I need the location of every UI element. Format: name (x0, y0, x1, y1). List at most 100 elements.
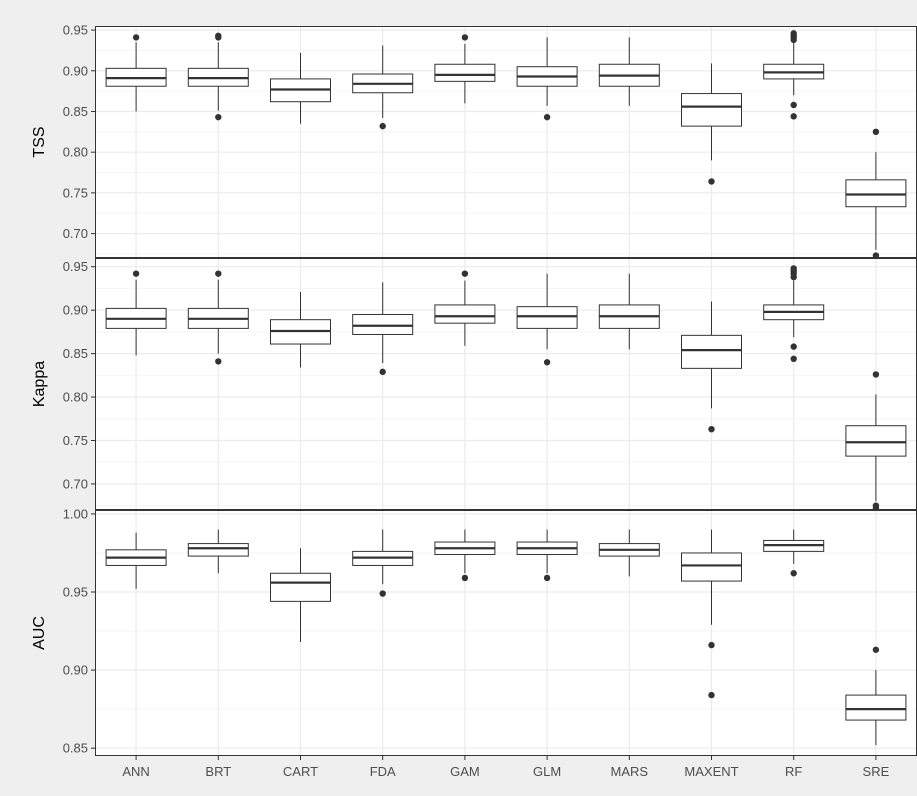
x-tick-label: GLM (533, 764, 561, 779)
y-axis-tss: 0.70 0.75 0.80 0.85 0.90 0.95 (63, 23, 95, 241)
y-axis-kappa: 0.70 0.75 0.80 0.85 0.90 0.95 (63, 259, 95, 491)
outlier-point (708, 641, 715, 649)
box-auc-fda (352, 529, 414, 597)
x-tick-label: GAM (450, 764, 480, 779)
y-tick-label: 0.85 (63, 741, 88, 756)
box-kappa-brt (187, 270, 249, 365)
y-tick-label: 0.75 (63, 433, 88, 448)
outlier-point (215, 270, 222, 277)
x-tick-label: CART (283, 764, 318, 779)
outlier-point (708, 178, 715, 185)
box-kappa-sre (845, 371, 907, 512)
box-tss-ann (105, 34, 167, 112)
panel-kappa: 0.70 0.75 0.80 0.85 0.90 0.95 Kappa (31, 258, 917, 512)
box-kappa-glm (516, 273, 578, 366)
outlier-point (543, 113, 551, 121)
outlier-point (872, 646, 880, 653)
outlier-point (708, 691, 715, 699)
x-tick-label: BRT (205, 764, 231, 779)
box-tss-gam (434, 34, 496, 104)
box-iqr (516, 306, 578, 329)
outlier-point (790, 30, 797, 37)
outlier-point (872, 371, 880, 378)
y-tick-label: 0.75 (63, 185, 88, 200)
box-iqr (352, 313, 414, 335)
box-tss-brt (187, 32, 249, 121)
box-iqr (434, 304, 496, 324)
outlier-point (379, 368, 386, 376)
outlier-point (790, 570, 797, 577)
box-iqr (270, 572, 331, 602)
outlier-point (379, 122, 386, 130)
outlier-point (543, 359, 551, 366)
box-iqr (845, 694, 907, 721)
outlier-point (543, 574, 551, 582)
y-tick-label: 0.70 (63, 476, 88, 491)
box-auc-glm (516, 529, 578, 582)
outlier-point (872, 502, 880, 509)
box-kappa-gam (434, 270, 496, 346)
outlier-point (461, 270, 469, 277)
panel-auc: 0.85 0.90 0.95 1.00 AUC (31, 506, 917, 756)
x-tick-label: MAXENT (684, 764, 738, 779)
panel-tss: 0.70 0.75 0.80 0.85 0.90 0.95 TSS (31, 23, 917, 262)
box-tss-mars (598, 37, 660, 106)
box-kappa-fda (352, 282, 414, 376)
y-axis-title-kappa: Kappa (31, 361, 48, 407)
y-axis-auc: 0.85 0.90 0.95 1.00 (63, 506, 95, 756)
y-tick-label: 0.85 (63, 346, 88, 361)
outlier-point (132, 34, 140, 41)
outlier-point (872, 128, 880, 136)
outlier-point (790, 265, 797, 272)
box-tss-glm (516, 37, 578, 121)
x-tick-label: RF (785, 764, 802, 779)
x-axis: ANN BRT CART FDA GAM GLM MARS MAXENT RF SRE (122, 756, 890, 779)
box-iqr (845, 425, 907, 457)
box-tss-rf (763, 30, 825, 120)
x-tick-label: SRE (863, 764, 890, 779)
outlier-point (790, 355, 797, 362)
y-axis-title-auc: AUC (31, 616, 48, 650)
box-iqr (434, 63, 496, 82)
outlier-point (708, 425, 715, 433)
y-tick-label: 0.70 (63, 226, 88, 241)
box-iqr (187, 543, 249, 557)
box-auc-brt (187, 529, 249, 574)
box-iqr (681, 93, 742, 127)
box-iqr (681, 552, 742, 582)
panel-background (95, 258, 917, 510)
y-tick-label: 0.90 (63, 663, 88, 678)
y-tick-label: 0.95 (63, 585, 88, 600)
y-tick-label: 1.00 (63, 506, 88, 521)
box-iqr (681, 334, 742, 369)
outlier-point (461, 34, 469, 41)
box-tss-cart (270, 52, 331, 124)
box-tss-maxent (681, 63, 742, 185)
box-kappa-ann (105, 270, 167, 356)
box-auc-cart (270, 548, 331, 642)
outlier-point (132, 270, 140, 277)
x-tick-label: ANN (122, 764, 149, 779)
y-tick-label: 0.80 (63, 145, 88, 160)
x-tick-label: MARS (611, 764, 649, 779)
box-auc-ann (105, 532, 167, 589)
box-kappa-maxent (681, 301, 742, 433)
y-tick-label: 0.90 (63, 63, 88, 78)
y-tick-label: 0.80 (63, 390, 88, 405)
outlier-point (790, 113, 797, 120)
x-tick-label: FDA (370, 764, 396, 779)
outlier-point (215, 32, 222, 39)
box-auc-sre (845, 646, 907, 746)
outlier-point (215, 358, 222, 365)
y-tick-label: 0.90 (63, 303, 88, 318)
box-auc-gam (434, 529, 496, 582)
outlier-point (790, 101, 797, 109)
y-tick-label: 0.95 (63, 259, 88, 274)
box-tss-sre (845, 128, 907, 262)
box-auc-maxent (681, 529, 742, 699)
box-auc-rf (763, 529, 825, 577)
y-axis-title-tss: TSS (31, 126, 48, 157)
y-tick-label: 0.85 (63, 104, 88, 119)
box-auc-mars (598, 529, 660, 577)
